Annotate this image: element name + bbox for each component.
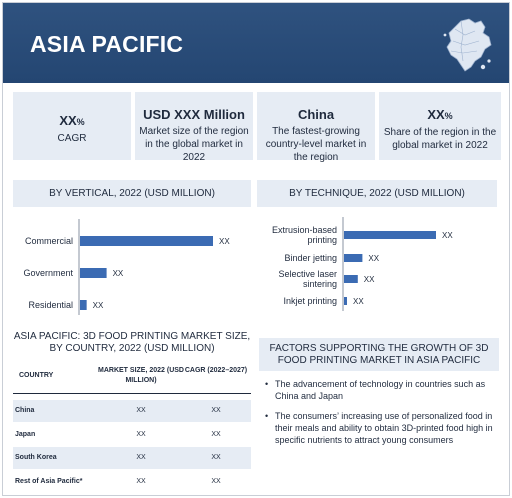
row-country: Rest of Asia Pacific* — [15, 478, 83, 485]
table-header: COUNTRY MARKET SIZE, 2022 (USD MILLION) … — [13, 360, 251, 394]
stats-strip: XX% CAGR USD XXX Million Market size of … — [13, 92, 501, 163]
category-label: Binder jetting — [284, 253, 337, 263]
data-label: XX — [353, 297, 364, 306]
data-label: XX — [442, 231, 453, 240]
country-table-title: ASIA PACIFIC: 3D FOOD PRINTING MARKET SI… — [13, 331, 251, 354]
row-cagr: XX — [211, 431, 221, 438]
stat-market-size: USD XXX Million Market size of the regio… — [135, 92, 253, 163]
row-country: South Korea — [15, 454, 57, 461]
data-label: XX — [93, 301, 104, 310]
row-cagr: XX — [211, 407, 221, 414]
bar — [80, 236, 213, 246]
stat-label: Market size of the region in the global … — [139, 126, 249, 163]
category-label: sintering — [303, 279, 337, 289]
stat-label: CAGR — [57, 133, 87, 144]
table-row: Rest of Asia Pacific* XX XX — [13, 471, 251, 493]
category-label: printing — [307, 235, 337, 245]
bar — [344, 297, 347, 305]
header-banner: ASIA PACIFIC — [3, 3, 509, 83]
factors-title: FACTORS SUPPORTING THE GROWTH OF 3D FOOD… — [259, 338, 499, 371]
table-row: South Korea XX XX — [13, 447, 251, 469]
row-country: Japan — [15, 431, 36, 438]
stat-share: XX% Share of the region in the global ma… — [379, 92, 501, 160]
category-label: Extrusion-based — [272, 225, 337, 235]
stat-value: XX% — [427, 107, 453, 122]
bar — [344, 231, 436, 239]
row-cagr: XX — [211, 454, 221, 461]
stat-label: Share of the region in the global market… — [383, 127, 497, 151]
header-cagr: CAGR (2022–2027) — [184, 367, 248, 374]
stat-value: USD XXX Million — [143, 107, 245, 122]
row-cagr: XX — [211, 478, 221, 485]
row-country: China — [15, 407, 35, 414]
category-label: Selective laser — [278, 269, 337, 279]
bar — [344, 254, 363, 262]
category-label: Residential — [28, 300, 73, 310]
row-market-size: XX — [136, 478, 146, 485]
row-market-size: XX — [136, 407, 146, 414]
factor-item: The consumers’ increasing use of persona… — [265, 410, 497, 446]
category-label: Commercial — [25, 236, 73, 246]
stat-value: China — [297, 107, 335, 122]
table-row: China XX XX — [13, 400, 251, 422]
vertical-bar-chart: Commercial XX Government XX Residential XX — [23, 219, 230, 315]
data-label: XX — [368, 254, 379, 263]
stat-label: The fastest-growing country-level market… — [265, 126, 367, 163]
stat-cagr: XX% CAGR — [13, 92, 131, 160]
header-country: COUNTRY — [19, 372, 54, 379]
factor-item: The advancement of technology in countri… — [265, 378, 497, 402]
vertical-chart-title: BY VERTICAL, 2022 (USD MILLION) — [13, 180, 251, 207]
row-market-size: XX — [136, 431, 146, 438]
asia-pacific-map-icon — [443, 18, 492, 72]
row-market-size: XX — [136, 454, 146, 461]
data-label: XX — [113, 269, 124, 278]
technique-chart-title: BY TECHNIQUE, 2022 (USD MILLION) — [257, 180, 497, 207]
category-label: Government — [23, 268, 73, 278]
bar — [80, 268, 107, 278]
header-market-size: MARKET SIZE, 2022 (USD MILLION) — [98, 367, 184, 384]
bar — [344, 275, 358, 283]
factors-list: The advancement of technology in countri… — [265, 378, 497, 454]
region-title: ASIA PACIFIC — [30, 31, 184, 57]
bar — [80, 300, 87, 310]
stat-value: XX% — [59, 113, 85, 128]
stat-fastest-country: China The fastest-growing country-level … — [257, 92, 375, 163]
table-row: Japan XX XX — [13, 424, 251, 446]
data-label: XX — [219, 237, 230, 246]
data-label: XX — [364, 275, 375, 284]
category-label: Inkjet printing — [283, 296, 337, 306]
